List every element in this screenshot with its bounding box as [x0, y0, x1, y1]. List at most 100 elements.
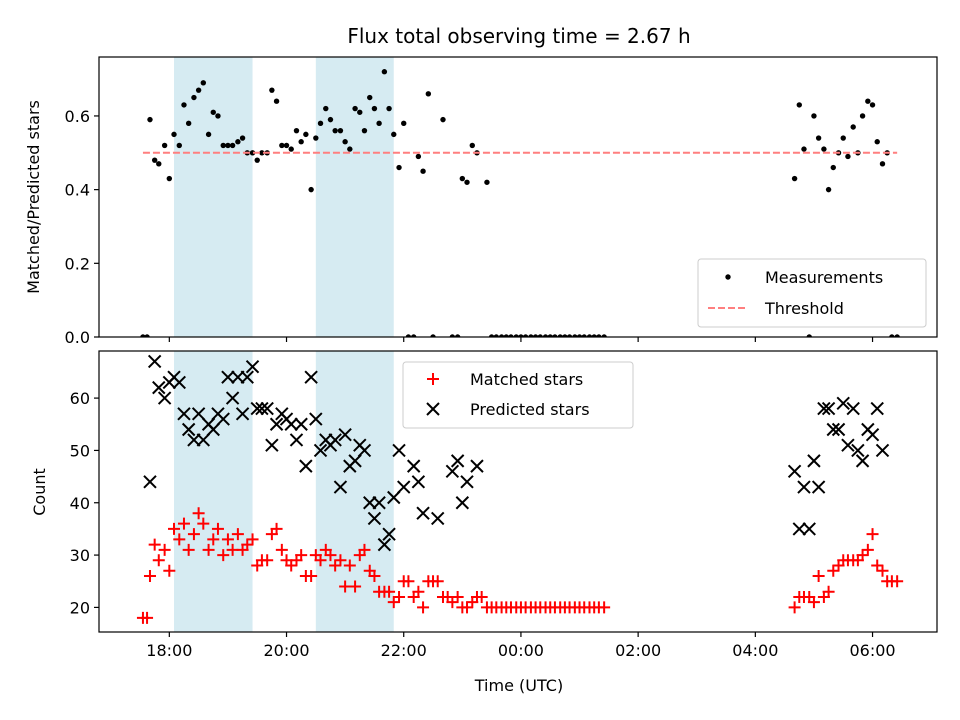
predicted-stars-point — [191, 407, 206, 421]
legend-label-measurements: Measurements — [765, 268, 883, 287]
measurement-point — [488, 334, 495, 337]
matched-stars-point — [241, 538, 254, 551]
matched-stars-point — [314, 554, 327, 567]
predicted-stars-point — [338, 428, 352, 442]
predicted-stars-point — [269, 417, 284, 431]
predicted-stars-point — [397, 480, 411, 494]
predicted-stars-point — [831, 422, 846, 437]
measurement-point — [195, 87, 202, 93]
legend-label-threshold: Threshold — [764, 299, 844, 318]
top-highlight-band-1 — [315, 57, 394, 337]
measurement-point — [323, 105, 329, 112]
measurement-point — [874, 139, 880, 145]
matched-stars-point — [412, 585, 425, 598]
matched-stars-point — [349, 580, 362, 593]
matched-stars-point — [141, 611, 154, 624]
predicted-stars-point — [817, 401, 831, 416]
predicted-stars-point — [450, 454, 465, 468]
predicted-stars-point — [206, 422, 220, 437]
bottom-y-tick-label: 40 — [70, 494, 90, 513]
predicted-stars-point — [372, 496, 386, 510]
matched-stars-point — [393, 590, 406, 603]
bottom-legend: Matched stars Predicted stars — [402, 361, 634, 429]
predicted-stars-point — [797, 480, 811, 494]
measurement-point — [361, 127, 368, 134]
predicted-stars-point — [455, 496, 470, 510]
measurement-point — [293, 127, 300, 134]
measurement-point — [425, 91, 432, 97]
measurement-point — [889, 334, 895, 337]
measurement-point — [405, 334, 412, 337]
measurement-point — [513, 334, 519, 337]
measurement-point — [484, 179, 490, 185]
predicted-stars-point — [460, 475, 474, 489]
predicted-stars-point — [470, 459, 484, 473]
measurement-point — [850, 124, 856, 130]
matched-stars-point — [202, 543, 215, 556]
matched-stars-point — [598, 601, 611, 614]
measurement-point — [166, 175, 173, 182]
predicted-stars-point — [406, 459, 421, 473]
matched-stars-point — [143, 570, 156, 583]
matched-stars-point — [358, 543, 371, 556]
measurement-point — [552, 334, 558, 337]
bottom-panel: 20 30 40 50 60 18:00 20:00 22:00 00:00 02:00 04:00… — [70, 350, 938, 660]
measurement-point — [229, 142, 236, 149]
measurement-point — [498, 334, 505, 337]
measurement-point — [215, 113, 221, 119]
measurement-point — [542, 334, 549, 337]
measurement-point — [288, 146, 294, 152]
predicted-stars-point — [787, 464, 802, 479]
measurement-point — [454, 334, 461, 337]
predicted-stars-point — [250, 401, 264, 416]
legend-label-matched: Matched stars — [470, 370, 583, 389]
matched-stars-point — [173, 533, 186, 546]
measurement-point — [381, 69, 388, 75]
measurement-point — [161, 142, 168, 149]
predicted-stars-point — [836, 396, 850, 411]
measurement-point — [279, 142, 285, 149]
predicted-stars-point — [875, 443, 890, 458]
predicted-stars-point — [265, 438, 279, 452]
matched-stars-point — [187, 528, 200, 541]
measurement-point — [796, 102, 802, 108]
measurement-point — [151, 157, 158, 163]
predicted-stars-point — [802, 522, 816, 536]
measurement-point — [811, 113, 817, 119]
measurement-point — [869, 102, 876, 108]
predicted-stars-point — [181, 422, 196, 437]
matched-stars-point — [182, 543, 195, 556]
matched-stars-point — [163, 564, 176, 577]
matched-stars-point — [329, 559, 342, 572]
matched-stars-point — [856, 549, 869, 562]
measurement-point — [821, 146, 827, 152]
matched-stars-point — [451, 590, 464, 603]
matched-stars-point — [177, 517, 190, 530]
top-highlight-band-0 — [174, 57, 253, 337]
measurement-point — [367, 94, 373, 101]
predicted-stars-point — [299, 459, 313, 473]
measurement-point — [210, 109, 216, 115]
measurement-point — [430, 334, 436, 337]
measurement-point — [815, 135, 822, 141]
bottom-y-tick-label: 30 — [70, 546, 90, 565]
measurement-point — [801, 146, 807, 152]
measurement-point — [337, 127, 344, 134]
measurement-point — [601, 334, 607, 337]
measurement-point — [493, 334, 500, 337]
matched-stars-point — [876, 564, 889, 577]
predicted-stars-point — [284, 417, 298, 431]
predicted-stars-point — [196, 433, 211, 447]
top-y-tick-label: 0.2 — [65, 254, 90, 273]
predicted-stars-point — [826, 422, 840, 437]
matched-stars-point — [861, 543, 874, 556]
measurement-point — [576, 334, 583, 337]
predicted-stars-point — [255, 401, 269, 416]
bottom-y-tick-label: 60 — [70, 389, 90, 408]
bottom-highlight-band-0 — [174, 351, 253, 632]
measurement-point — [508, 334, 514, 337]
measurement-point — [342, 139, 348, 145]
predicted-stars-point — [821, 401, 836, 416]
measurement-point — [566, 334, 573, 337]
measurement-point — [459, 175, 466, 182]
